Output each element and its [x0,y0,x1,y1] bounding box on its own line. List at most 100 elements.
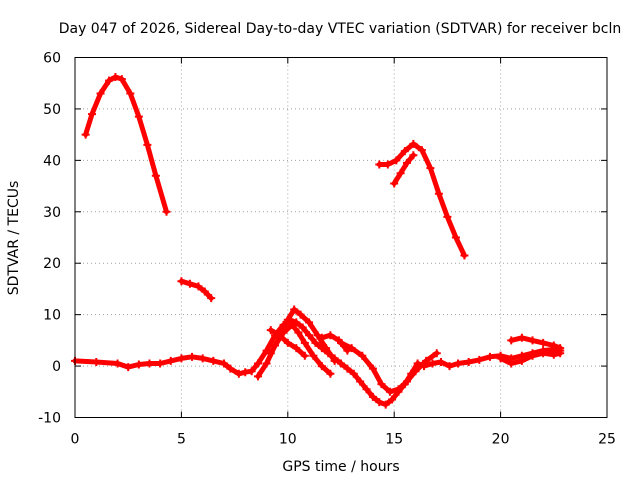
data-point [496,354,505,363]
data-point [275,331,284,340]
data-point [262,346,271,355]
data-point [162,207,171,216]
data-point [134,360,143,369]
series-line [178,278,214,301]
x-tick-label: 0 [71,432,80,448]
data-point [209,356,218,365]
data-point [326,331,335,340]
data-point [475,355,484,364]
data-point [428,359,437,368]
data-point [326,369,335,378]
y-tick-label: 40 [43,153,61,169]
data-point [343,364,352,373]
data-point [349,369,358,378]
data-point [96,89,105,98]
data-point [296,310,305,319]
data-point [347,344,356,353]
y-tick-label: 30 [43,205,61,221]
x-tick-label: 20 [492,432,510,448]
series-arc-12 [496,349,565,368]
data-point [507,359,516,368]
data-point [266,349,275,358]
x-tick-label: 25 [598,432,616,448]
data-point [134,112,143,121]
y-tick-label: 20 [43,256,61,272]
data-point [402,377,411,386]
data-point [247,367,256,376]
data-point [445,362,454,371]
data-point [288,320,297,329]
data-point [409,151,418,160]
data-point [330,356,339,365]
data-point [294,328,303,337]
series-arc-2 [177,277,216,303]
y-tick-label: 60 [43,51,61,67]
data-point [528,351,537,360]
data-point [254,372,263,381]
data-point [517,356,526,365]
data-series-layer [71,73,565,409]
data-point [166,356,175,365]
data-point [113,359,122,368]
data-point [300,351,309,360]
y-tick-label: 50 [43,102,61,118]
data-point [337,359,345,368]
data-point [549,341,558,350]
y-axis-label: SDTVAR / TECUs [6,181,22,296]
data-point [394,385,403,394]
data-point [451,233,460,242]
data-point [437,357,446,366]
data-point [517,333,526,342]
data-point [356,377,365,386]
data-point [305,318,314,327]
data-point [426,164,435,173]
data-point [317,362,326,371]
data-point [317,333,326,342]
axis-ticks: 0 5 10 15 20 25 -10 0 10 20 30 40 50 60 [38,51,616,448]
x-tick-label: 5 [177,432,186,448]
data-point [464,357,473,366]
data-point [417,146,426,155]
data-point [105,76,114,85]
data-point [385,387,394,396]
data-point [177,277,186,286]
data-point [485,352,494,361]
data-point [337,338,345,347]
data-point [81,130,90,139]
data-point [298,323,307,332]
data-point [198,354,207,363]
data-point [368,392,377,401]
data-point [422,356,431,365]
data-point [143,140,152,149]
series-arc-9 [375,139,469,260]
data-point [368,364,377,373]
data-point [390,179,399,188]
data-point [313,331,322,340]
data-point [400,147,409,156]
data-point [507,336,516,345]
series-arc-1 [81,73,171,216]
series-arc-10 [390,151,418,188]
data-point [219,359,228,368]
data-point [151,171,160,180]
data-point [396,169,405,178]
data-point [156,359,165,368]
data-point [88,110,97,119]
series-line [391,152,416,186]
data-point [411,367,420,376]
data-point [92,357,101,366]
data-point [402,158,411,167]
data-point [254,359,263,368]
data-point [528,336,537,345]
data-point [309,351,318,360]
series-arc-11 [507,333,565,353]
data-point [290,305,299,314]
series-arc-6 [266,326,309,360]
data-point [283,338,292,347]
data-point [388,395,397,404]
data-point [556,349,565,358]
data-point [381,400,390,409]
x-tick-label: 15 [385,432,403,448]
data-point [266,326,275,335]
